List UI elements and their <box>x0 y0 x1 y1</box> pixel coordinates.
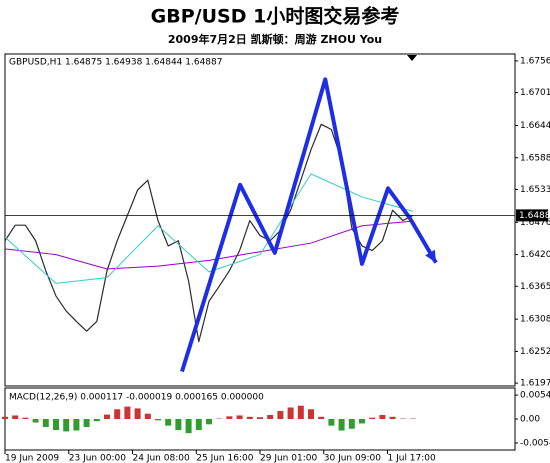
macd-bar <box>308 409 314 419</box>
y-tick-label: 1.6365 <box>520 282 550 292</box>
macd-bar <box>297 405 304 419</box>
macd-bar <box>389 416 396 419</box>
macd-bar <box>93 419 100 422</box>
macd-bar <box>185 419 192 434</box>
macd-bar <box>53 419 59 431</box>
macd-bar <box>32 419 39 423</box>
macd-bar <box>83 419 90 427</box>
price-info: GBPUSD,H1 1.64875 1.64938 1.64844 1.6488… <box>9 58 222 68</box>
chart-title: GBP/USD 1小时图交易参考 <box>151 5 400 28</box>
series-line <box>4 173 414 284</box>
y-tick-label: 0.00 <box>520 415 540 425</box>
y-tick-label: 1.6252 <box>520 347 550 357</box>
macd-bar <box>124 406 131 419</box>
price-label: 1.6488 <box>519 211 550 221</box>
x-tick-label: 30 Jun 09:00 <box>324 454 381 463</box>
macd-bar <box>348 419 355 429</box>
y-tick-label: 1.6701 <box>520 88 550 98</box>
y-tick-label: 1.6756 <box>520 56 550 66</box>
macd-bar <box>359 419 365 424</box>
arrow-head <box>425 249 436 263</box>
macd-info: MACD(12,26,9) 0.000117 -0.000019 0.00016… <box>9 393 264 403</box>
x-tick-label: 29 Jun 01:00 <box>260 454 317 463</box>
macd-bar <box>22 417 29 419</box>
y-tick-label: 1.6644 <box>520 121 550 131</box>
y-tick-label: 1.6308 <box>520 315 550 325</box>
macd-bar <box>287 407 294 419</box>
macd-bar <box>12 415 19 419</box>
macd-bar <box>175 419 182 431</box>
macd-bar <box>379 415 386 419</box>
macd-bar <box>236 415 243 419</box>
y-tick-label: 1.6420 <box>520 250 550 260</box>
x-tick-label: 25 Jun 16:00 <box>196 454 253 463</box>
series-line <box>180 77 438 373</box>
macd-bar <box>104 414 110 419</box>
y-tick-label: 1.6533 <box>520 185 550 195</box>
macd-bar <box>155 419 161 421</box>
series-line <box>4 220 414 270</box>
macd-bar <box>369 417 376 419</box>
macd-bar <box>134 408 141 419</box>
macd-bar <box>195 419 202 431</box>
macd-bar <box>277 411 284 419</box>
macd-bar <box>2 416 8 419</box>
x-tick-label: 19 Jun 2009 <box>5 454 59 463</box>
macd-bar <box>144 413 151 419</box>
macd-bar <box>73 419 80 431</box>
macd-bar <box>246 416 253 419</box>
macd-bar <box>328 419 335 426</box>
shift-marker <box>407 55 417 61</box>
macd-bar <box>267 415 274 419</box>
x-tick-label: 24 Jun 08:00 <box>133 454 190 463</box>
chart-subtitle: 2009年7月2日 凯斯顿：周游 ZHOU You <box>168 32 382 46</box>
macd-bar <box>114 409 121 419</box>
macd-bar <box>165 419 172 426</box>
x-tick-label: 1 Jul 17:00 <box>388 454 437 463</box>
macd-bar <box>42 419 49 427</box>
price-label-box <box>516 209 548 222</box>
macd-bar <box>338 419 345 431</box>
y-tick-label: 1.6197 <box>520 379 550 389</box>
macd-bar <box>226 416 233 419</box>
y-tick-label: 1.6588 <box>520 153 550 163</box>
series-line <box>4 123 414 343</box>
macd-bar <box>206 419 212 425</box>
macd-bar <box>63 419 70 432</box>
macd-bar <box>257 417 263 419</box>
macd-bar <box>318 416 325 419</box>
x-tick-label: 23 Jun 00:00 <box>69 454 126 463</box>
y-tick-label: -0.0054 <box>520 438 550 448</box>
y-tick-label: 1.6476 <box>520 218 550 228</box>
price-frame <box>4 53 516 387</box>
